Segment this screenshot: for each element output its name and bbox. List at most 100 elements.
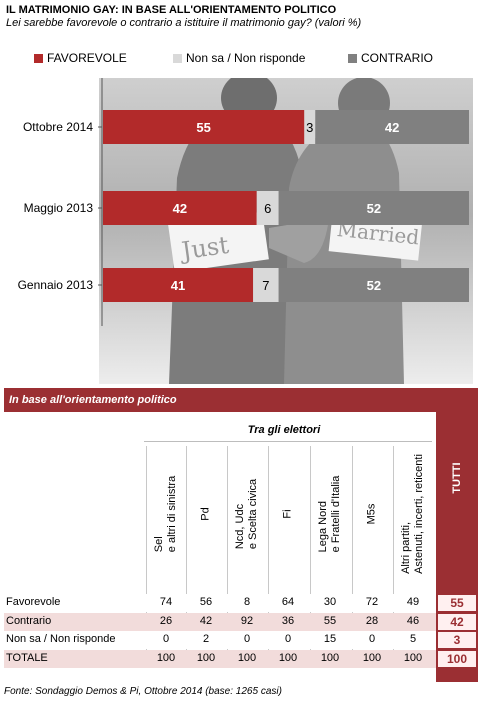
data-label: 52 — [367, 278, 381, 293]
table-cell: 36 — [281, 615, 295, 627]
table-cell: 64 — [281, 596, 295, 608]
legend-label-non-sa: Non sa / Non risponde — [186, 51, 306, 65]
bar-segment — [278, 191, 469, 225]
bar-segment — [278, 268, 469, 302]
table-row: TOTALE 100 100 100 100 100 100 100 — [4, 650, 436, 668]
column-header-label: Pd — [199, 506, 212, 521]
table-cell: 55 — [323, 615, 337, 627]
sign-just-text: Just — [177, 231, 231, 266]
table-cell: 28 — [365, 615, 379, 627]
chart-title: IL MATRIMONIO GAY: IN BASE ALL'ORIENTAME… — [6, 4, 337, 16]
row-label: TOTALE — [6, 652, 48, 664]
column-header-label: Ncd, Udc e Scelta civica — [234, 478, 259, 549]
column-header-label: Altri partiti, Astenuti, incerti, retice… — [400, 453, 425, 574]
table-cell: 92 — [240, 615, 254, 627]
table-cell: 100 — [362, 652, 382, 664]
row-label: Favorevole — [6, 596, 61, 608]
chart-subtitle: Lei sarebbe favorevole o contrario a ist… — [6, 17, 362, 29]
column-header: Sel e altri di sinistra — [146, 446, 186, 581]
column-header: Ncd, Udc e Scelta civica — [227, 446, 267, 581]
data-label: 3 — [306, 120, 313, 135]
table-cell: 46 — [406, 615, 420, 627]
table-cell: 56 — [199, 596, 213, 608]
tutti-cell: 100 — [438, 651, 476, 667]
column-header-label: Fi — [281, 508, 294, 519]
bar-segment — [315, 110, 469, 144]
table-cell: 49 — [406, 596, 420, 608]
tutti-value: 42 — [450, 615, 464, 629]
legend-swatch-favorevole — [34, 53, 43, 63]
bar-segment — [103, 268, 254, 302]
table-cell: 0 — [162, 633, 170, 645]
legend-swatch-contrario — [348, 53, 357, 63]
legend-label-favorevole: FAVOREVOLE — [47, 51, 127, 65]
source-note: Fonte: Sondaggio Demos & Pi, Ottobre 201… — [4, 686, 282, 697]
table-heading: In base all'orientamento politico — [4, 388, 478, 412]
bar-segment — [253, 268, 279, 302]
data-label: 41 — [171, 278, 185, 293]
table-cell: 100 — [278, 652, 298, 664]
tutti-value: 3 — [453, 633, 461, 647]
table-cell: 30 — [323, 596, 337, 608]
legend-item-non-sa: Non sa / Non risponde — [173, 51, 305, 65]
bar-segment — [103, 191, 257, 225]
tutti-value: 100 — [446, 652, 468, 666]
legend-item-favorevole: FAVOREVOLE — [34, 51, 127, 65]
breakdown-panel: In base all'orientamento politico TUTTI … — [4, 388, 478, 682]
tutti-header: TUTTI — [451, 462, 463, 494]
category-label: Gennaio 2013 — [18, 278, 94, 292]
column-header: Altri partiti, Astenuti, incerti, retice… — [393, 446, 433, 581]
bar-segment — [304, 110, 316, 144]
legend-swatch-non-sa — [173, 53, 182, 63]
group-label: Tra gli elettori — [247, 424, 321, 436]
table-cell: 100 — [237, 652, 257, 664]
table-cell: 100 — [196, 652, 216, 664]
table-row: Favorevole 74 56 8 64 30 72 49 — [4, 594, 436, 612]
table-cell: 26 — [159, 615, 173, 627]
column-header: Fi — [268, 446, 308, 581]
column-divider — [227, 446, 228, 666]
column-divider — [146, 446, 147, 666]
table-row: Non sa / Non risponde 0 2 0 0 15 0 5 — [4, 631, 436, 649]
data-label: 7 — [262, 278, 269, 293]
column-header: Lega Nord e Fratelli d'Italia — [310, 446, 350, 581]
table-cell: 0 — [368, 633, 376, 645]
tutti-value: 55 — [450, 596, 464, 610]
table-cell: 15 — [323, 633, 337, 645]
column-header-label: Lega Nord e Fratelli d'Italia — [317, 475, 342, 552]
row-label: Non sa / Non risponde — [6, 633, 116, 645]
data-label: 55 — [196, 120, 210, 135]
column-divider — [352, 446, 353, 666]
group-divider — [144, 441, 432, 442]
column-header-label: Sel e altri di sinistra — [153, 475, 178, 552]
bar-segment — [256, 191, 279, 225]
legend-item-contrario: CONTRARIO — [348, 51, 433, 65]
column-divider — [268, 446, 269, 666]
table-cell: 74 — [159, 596, 173, 608]
column-divider — [186, 446, 187, 666]
table-cell: 2 — [202, 633, 210, 645]
row-label: Contrario — [6, 615, 52, 627]
data-label: 42 — [173, 201, 187, 216]
tutti-cell: 42 — [438, 614, 476, 630]
category-label: Maggio 2013 — [24, 201, 94, 215]
column-header: Pd — [186, 446, 226, 581]
table-cell: 0 — [243, 633, 251, 645]
tutti-cell: 55 — [438, 595, 476, 611]
table-cell: 100 — [156, 652, 176, 664]
table-cell: 42 — [199, 615, 213, 627]
column-header: M5s — [352, 446, 392, 581]
data-label: 6 — [264, 201, 271, 216]
stacked-bar-chart: Ottobre 2014 55 3 42 Maggio 2013 42 6 52 Gennaio… — [18, 78, 469, 326]
table-cell: 8 — [243, 596, 251, 608]
column-header-label: M5s — [365, 503, 378, 524]
data-label: 52 — [367, 201, 381, 216]
column-divider — [393, 446, 394, 666]
table-cell: 0 — [284, 633, 292, 645]
table-cell: 5 — [409, 633, 417, 645]
table-row: Contrario 26 42 92 36 55 28 46 — [4, 613, 436, 631]
column-divider — [310, 446, 311, 666]
table-cell: 100 — [320, 652, 340, 664]
bar-segment — [103, 110, 305, 144]
table-cell: 72 — [365, 596, 379, 608]
